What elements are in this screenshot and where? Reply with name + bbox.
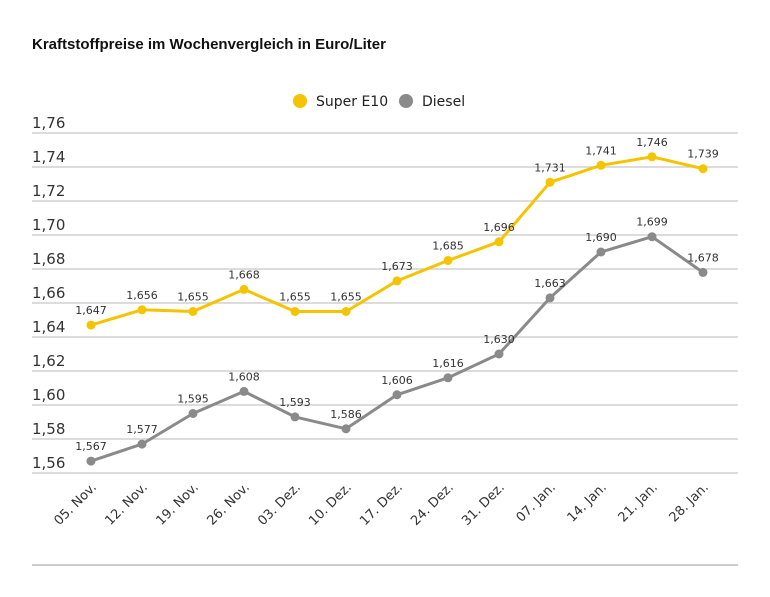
data-label: 1,606 bbox=[381, 374, 413, 387]
data-label: 1,616 bbox=[432, 357, 464, 370]
y-tick-label: 1,70 bbox=[32, 216, 65, 234]
legend-label: Super E10 bbox=[316, 94, 388, 110]
data-point bbox=[290, 412, 300, 422]
data-label: 1,647 bbox=[75, 304, 107, 317]
data-point bbox=[137, 439, 147, 449]
data-label: 1,731 bbox=[534, 161, 566, 174]
x-tick-label: 24. Dez. bbox=[408, 480, 457, 529]
data-point bbox=[443, 373, 453, 383]
data-point bbox=[698, 164, 708, 174]
x-tick-label: 03. Dez. bbox=[255, 480, 304, 529]
data-point bbox=[86, 320, 96, 330]
data-point bbox=[494, 349, 504, 359]
x-tick-label: 21. Jan. bbox=[616, 480, 661, 525]
data-label: 1,678 bbox=[687, 251, 719, 264]
data-label: 1,656 bbox=[126, 289, 158, 302]
y-tick-label: 1,72 bbox=[32, 182, 65, 200]
data-label: 1,595 bbox=[177, 393, 209, 406]
data-label: 1,690 bbox=[585, 231, 617, 244]
data-label: 1,608 bbox=[228, 370, 260, 383]
x-tick-label: 12. Nov. bbox=[103, 480, 151, 528]
x-tick-label: 26. Nov. bbox=[205, 480, 253, 528]
data-point bbox=[239, 284, 249, 294]
data-label: 1,655 bbox=[330, 291, 362, 304]
data-point bbox=[341, 307, 351, 316]
y-tick-label: 1,60 bbox=[32, 386, 65, 404]
data-label: 1,696 bbox=[483, 221, 515, 234]
x-tick-label: 10. Dez. bbox=[306, 480, 355, 529]
data-point bbox=[443, 256, 453, 265]
x-tick-label: 28. Jan. bbox=[667, 480, 712, 525]
legend-marker bbox=[293, 94, 307, 108]
data-label: 1,567 bbox=[75, 440, 107, 453]
data-label: 1,746 bbox=[636, 136, 668, 149]
data-point bbox=[545, 293, 555, 303]
data-point bbox=[188, 307, 198, 316]
data-label: 1,663 bbox=[534, 277, 566, 290]
data-label: 1,593 bbox=[279, 396, 311, 409]
data-point bbox=[239, 386, 249, 396]
y-tick-label: 1,66 bbox=[32, 284, 65, 302]
data-point bbox=[647, 232, 657, 242]
data-point bbox=[392, 390, 402, 400]
data-label: 1,685 bbox=[432, 240, 464, 253]
data-point bbox=[341, 424, 351, 434]
data-label: 1,586 bbox=[330, 408, 362, 421]
data-label: 1,577 bbox=[126, 423, 158, 436]
data-point bbox=[698, 267, 708, 277]
x-tick-label: 05. Nov. bbox=[52, 480, 100, 528]
data-point bbox=[545, 177, 555, 187]
data-label: 1,630 bbox=[483, 333, 515, 346]
x-tick-label: 17. Dez. bbox=[357, 480, 406, 529]
y-tick-label: 1,76 bbox=[32, 114, 65, 132]
data-point bbox=[596, 247, 606, 257]
data-label: 1,655 bbox=[279, 291, 311, 304]
data-point bbox=[137, 305, 147, 315]
data-point bbox=[494, 237, 504, 247]
legend-label: Diesel bbox=[422, 94, 465, 110]
data-label: 1,739 bbox=[687, 148, 719, 161]
x-tick-label: 19. Nov. bbox=[154, 480, 202, 528]
data-point bbox=[188, 409, 198, 418]
y-tick-label: 1,64 bbox=[32, 318, 65, 336]
y-tick-label: 1,58 bbox=[32, 420, 65, 438]
data-label: 1,655 bbox=[177, 291, 209, 304]
data-point bbox=[290, 307, 300, 316]
data-point bbox=[647, 152, 657, 162]
chart-title: Kraftstoffpreise im Wochenvergleich in E… bbox=[32, 36, 386, 53]
data-label: 1,668 bbox=[228, 268, 260, 281]
y-tick-label: 1,62 bbox=[32, 352, 65, 370]
data-label: 1,673 bbox=[381, 260, 413, 273]
legend-marker bbox=[399, 94, 413, 108]
y-tick-label: 1,56 bbox=[32, 454, 65, 472]
data-label: 1,699 bbox=[636, 216, 668, 229]
data-point bbox=[596, 160, 606, 170]
x-tick-label: 31. Dez. bbox=[459, 480, 508, 529]
y-tick-label: 1,68 bbox=[32, 250, 65, 268]
data-point bbox=[392, 276, 402, 286]
x-tick-label: 14. Jan. bbox=[565, 480, 610, 525]
x-tick-label: 07. Jan. bbox=[514, 480, 559, 525]
data-label: 1,741 bbox=[585, 144, 617, 157]
y-tick-label: 1,74 bbox=[32, 148, 65, 166]
data-point bbox=[86, 456, 96, 466]
